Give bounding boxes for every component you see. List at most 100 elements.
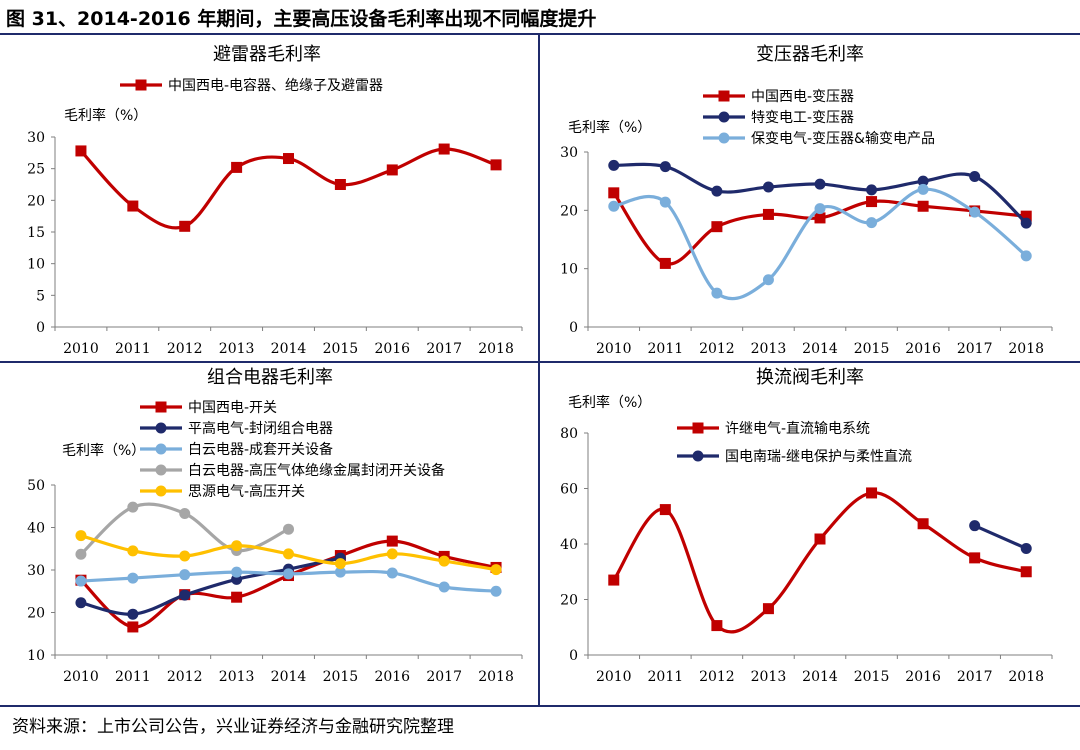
data-point (969, 206, 981, 218)
x-tick-label: 2014 (802, 669, 838, 685)
data-point (711, 185, 723, 197)
x-tick-label: 2015 (323, 341, 359, 357)
legend-label: 白云电器-高压气体绝缘金属封闭开关设备 (188, 462, 445, 479)
data-point (75, 597, 87, 609)
data-point (917, 518, 929, 530)
data-point (179, 569, 191, 581)
x-tick-label: 2013 (751, 669, 787, 685)
y-tick-label: 30 (27, 130, 45, 146)
chart-title: 变压器毛利率 (756, 44, 864, 65)
data-point (490, 564, 502, 576)
legend-item: 许继电气-直流输电系统 (677, 420, 870, 437)
data-point (438, 143, 450, 155)
data-point (75, 548, 87, 560)
legend-label: 中国西电-变压器 (751, 89, 854, 105)
x-tick-label: 2017 (957, 341, 993, 357)
legend-item: 中国西电-电容器、绝缘子及避雷器 (120, 77, 383, 94)
data-point (659, 257, 671, 269)
y-tick-label: 0 (569, 648, 578, 664)
data-point (127, 200, 139, 212)
data-point (386, 535, 398, 547)
x-tick-label: 2015 (323, 669, 359, 685)
data-point (231, 591, 243, 603)
legend-swatch-marker (155, 422, 167, 434)
legend-label: 思源电气-高压开关 (188, 483, 305, 500)
data-point (814, 212, 826, 224)
series-3 (75, 566, 502, 597)
data-point (1020, 210, 1032, 222)
legend-swatch-marker (155, 485, 167, 497)
data-point (659, 504, 671, 516)
x-tick-label: 2012 (167, 341, 203, 357)
data-point (711, 620, 723, 632)
y-tick-label: 0 (36, 320, 45, 336)
legend-item: 白云电器-成套开关设备 (140, 441, 333, 458)
data-point (711, 287, 723, 299)
source-note: 资料来源：上市公司公告，兴业证券经济与金融研究院整理 (12, 717, 454, 737)
data-point (490, 159, 502, 171)
legend-label: 中国西电-电容器、绝缘子及避雷器 (168, 77, 383, 94)
data-point (438, 555, 450, 567)
x-tick-label: 2016 (374, 341, 410, 357)
y-tick-label: 30 (560, 145, 578, 161)
x-tick-label: 2015 (854, 341, 890, 357)
chart-title: 组合电器毛利率 (207, 367, 333, 388)
y-tick-label: 0 (569, 320, 578, 336)
legend-item: 中国西电-变压器 (703, 89, 854, 105)
legend-item: 特变电工-变压器 (703, 110, 854, 126)
x-tick-label: 2017 (426, 669, 462, 685)
data-point (762, 181, 774, 193)
data-point (179, 220, 191, 232)
x-tick-label: 2011 (648, 669, 684, 685)
y-tick-label: 40 (560, 537, 578, 553)
legend-swatch-marker (718, 90, 730, 102)
legend-item: 保变电气-变压器&输变电产品 (703, 131, 935, 147)
data-point (866, 196, 878, 208)
y-tick-label: 20 (560, 203, 578, 219)
series-line (79, 556, 342, 616)
data-point (762, 208, 774, 220)
data-point (127, 501, 139, 513)
y-axis-label: 毛利率（%） (64, 107, 147, 124)
series-1 (75, 143, 502, 232)
data-point (283, 153, 294, 165)
y-tick-label: 10 (27, 648, 45, 664)
data-point (386, 567, 398, 579)
data-point (762, 603, 774, 615)
legend-label: 国电南瑞-继电保护与柔性直流 (725, 448, 912, 465)
x-tick-label: 2018 (1008, 669, 1044, 685)
data-point (608, 187, 620, 199)
data-point (231, 161, 243, 173)
data-point (762, 274, 774, 286)
x-tick-label: 2014 (271, 341, 307, 357)
data-point (283, 568, 294, 580)
data-point (490, 585, 502, 597)
x-tick-label: 2015 (854, 669, 890, 685)
data-point (814, 203, 826, 215)
data-point (659, 196, 671, 208)
data-point (386, 548, 398, 560)
series-1 (608, 187, 1032, 269)
y-axis-label: 毛利率（%） (62, 442, 145, 459)
data-point (334, 179, 346, 190)
legend-swatch-marker (692, 450, 704, 462)
data-point (179, 507, 191, 519)
legend-swatch-marker (718, 111, 730, 123)
series-2 (608, 159, 1032, 229)
series-2 (75, 552, 346, 620)
x-tick-label: 2011 (115, 669, 151, 685)
x-tick-label: 2017 (426, 341, 462, 357)
y-tick-label: 15 (27, 225, 45, 241)
data-point (659, 161, 671, 173)
y-tick-label: 10 (560, 262, 578, 278)
data-point (866, 487, 878, 499)
data-point (608, 200, 620, 212)
data-point (1020, 217, 1032, 229)
x-tick-label: 2012 (699, 669, 735, 685)
data-point (608, 574, 620, 586)
chart-title: 换流阀毛利率 (756, 367, 864, 388)
x-tick-label: 2010 (63, 341, 99, 357)
